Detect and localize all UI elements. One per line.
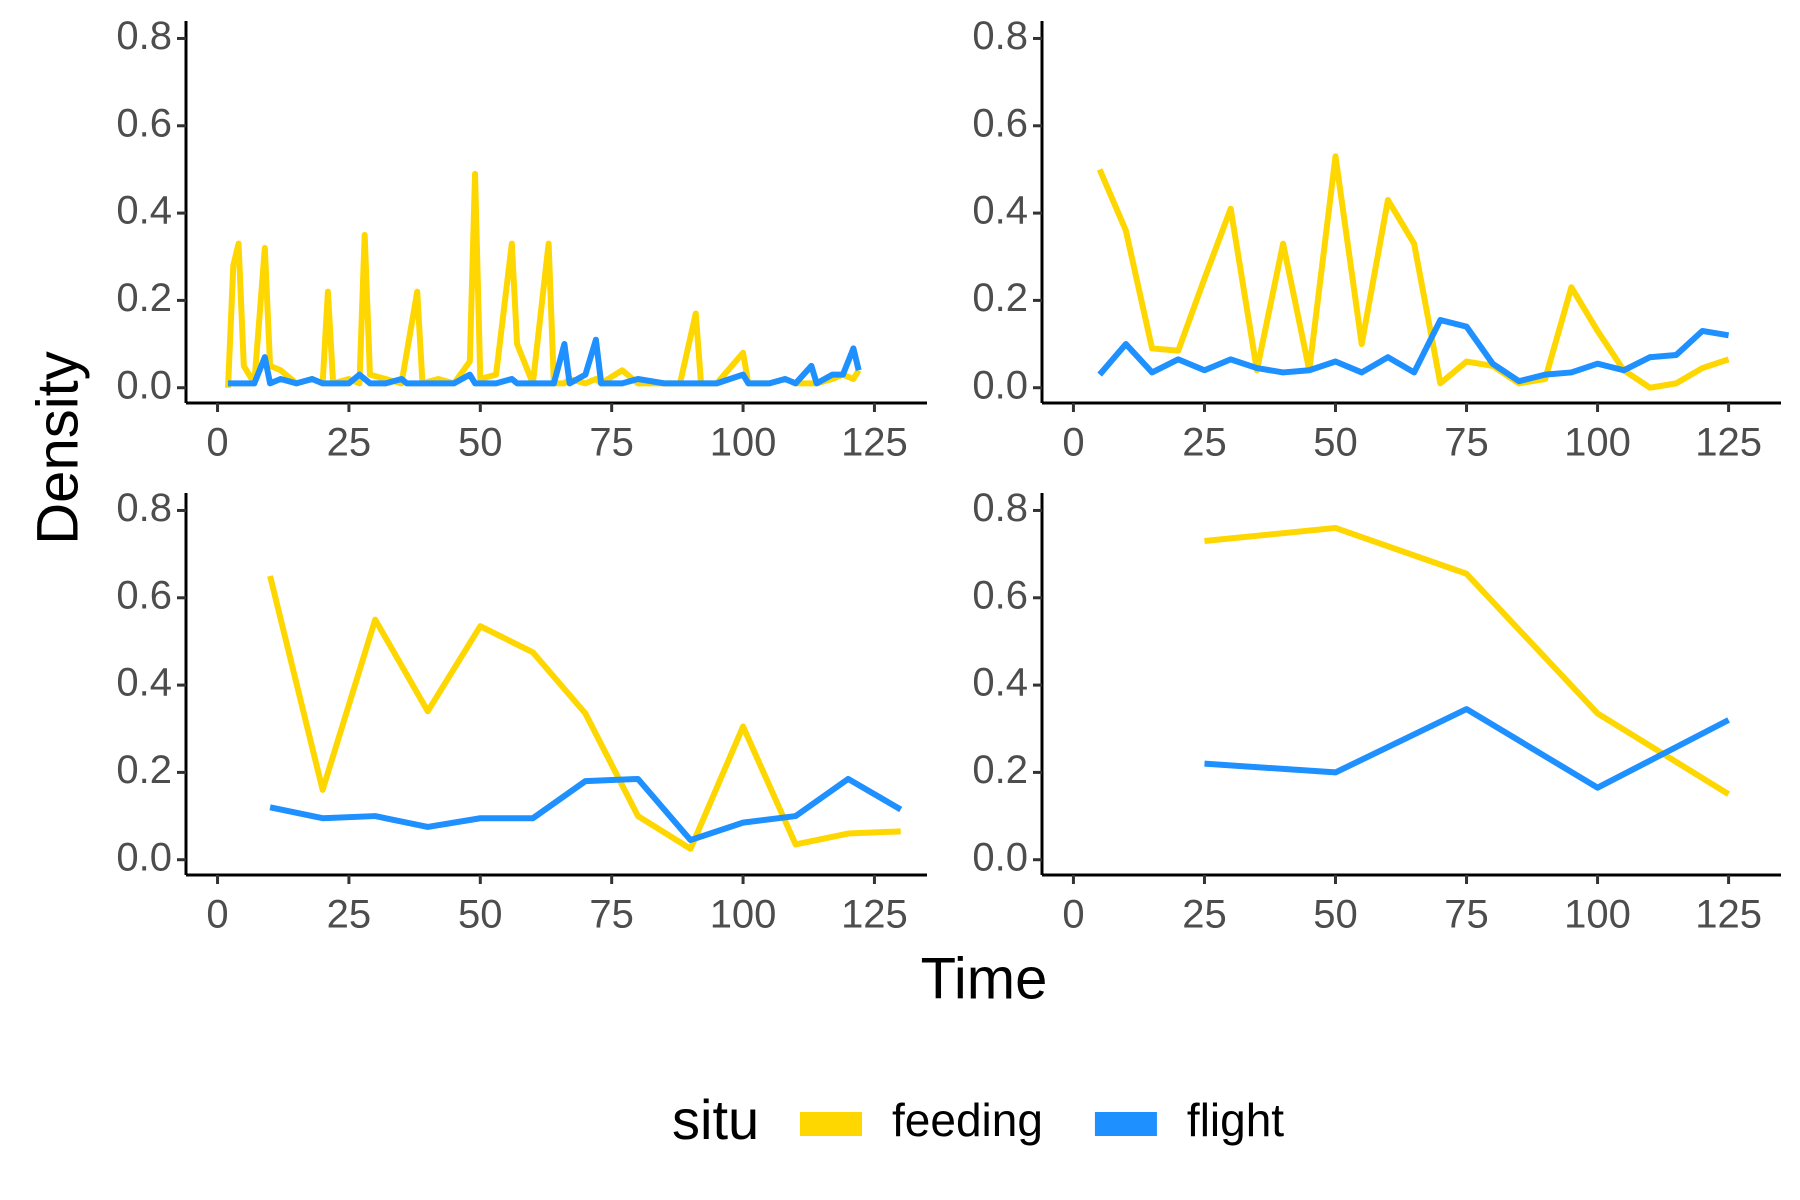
y-tick-label: 0.6	[116, 573, 172, 617]
legend-label: flight	[1187, 1094, 1284, 1146]
x-tick-label: 25	[327, 421, 372, 465]
y-tick-label: 0.6	[116, 101, 172, 145]
x-tick-label: 25	[327, 893, 372, 937]
y-tick-label: 0.2	[972, 748, 1028, 792]
y-tick-label: 0.6	[972, 573, 1028, 617]
series-line: flight	[228, 336, 862, 387]
y-tick-label: 0.2	[116, 748, 172, 792]
y-tick-label: 0.2	[972, 276, 1028, 320]
y-tick-label: 0.8	[116, 14, 172, 58]
legend-key	[800, 1112, 862, 1136]
series-line: feeding	[1096, 153, 1730, 391]
y-tick-label: 0.4	[116, 661, 172, 705]
series-line: flight	[1204, 706, 1730, 791]
y-tick-label: 0.0	[116, 835, 172, 879]
x-tick-label: 0	[206, 893, 228, 937]
series-line: feeding	[1204, 524, 1731, 797]
x-tick-label: 100	[710, 421, 777, 465]
y-tick-label: 0.8	[972, 486, 1028, 530]
y-axis-title: Density	[25, 351, 90, 544]
x-tick-label: 75	[1444, 893, 1489, 937]
x-tick-label: 125	[841, 893, 908, 937]
y-tick-label: 0.0	[116, 363, 172, 407]
x-tick-label: 100	[1564, 893, 1631, 937]
legend-label: feeding	[892, 1094, 1043, 1146]
x-tick-label: 50	[1313, 421, 1358, 465]
legend-key	[1094, 1112, 1157, 1136]
x-tick-label: 50	[1313, 893, 1358, 937]
y-tick-label: 0.8	[116, 486, 172, 530]
x-axis-title: Time	[921, 946, 1048, 1011]
x-tick-label: 50	[458, 893, 503, 937]
x-tick-label: 25	[1182, 893, 1227, 937]
x-tick-label: 100	[710, 893, 777, 937]
x-tick-label: 75	[1444, 421, 1489, 465]
series-line: feeding	[225, 170, 862, 388]
y-tick-label: 0.4	[972, 189, 1028, 233]
y-tick-label: 0.0	[972, 835, 1028, 879]
y-tick-label: 0.2	[116, 276, 172, 320]
x-tick-label: 25	[1182, 421, 1227, 465]
x-tick-label: 75	[589, 421, 634, 465]
series-line: feeding	[267, 575, 901, 852]
x-tick-label: 100	[1564, 421, 1631, 465]
x-tick-label: 0	[206, 421, 228, 465]
x-tick-label: 125	[841, 421, 908, 465]
y-tick-label: 0.8	[972, 14, 1028, 58]
y-tick-label: 0.4	[116, 189, 172, 233]
x-tick-label: 125	[1695, 421, 1762, 465]
y-tick-label: 0.0	[972, 363, 1028, 407]
series-line: flight	[1097, 317, 1730, 385]
x-tick-label: 0	[1062, 421, 1084, 465]
x-tick-label: 0	[1062, 893, 1084, 937]
y-tick-label: 0.6	[972, 101, 1028, 145]
legend-title: situ	[672, 1088, 759, 1151]
x-tick-label: 75	[589, 893, 634, 937]
x-tick-label: 125	[1695, 893, 1762, 937]
y-tick-label: 0.4	[972, 661, 1028, 705]
x-tick-label: 50	[458, 421, 503, 465]
series-line: flight	[269, 775, 903, 844]
